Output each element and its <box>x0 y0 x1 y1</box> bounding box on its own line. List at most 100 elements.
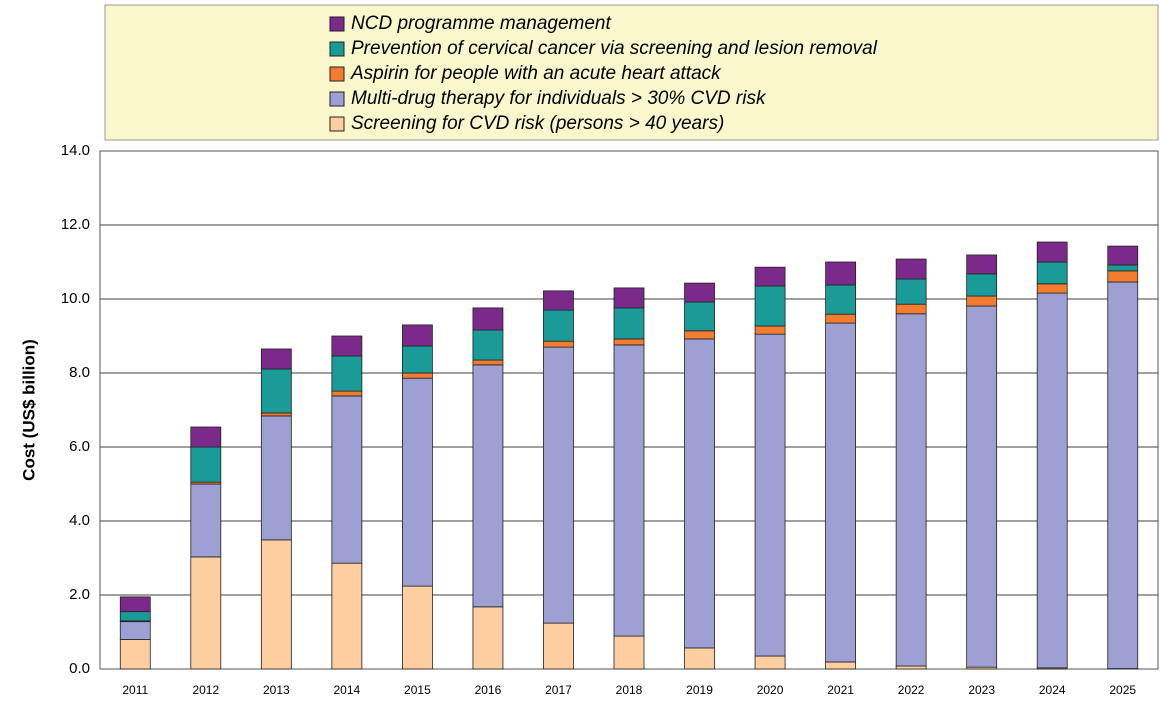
y-axis-label: Cost (US$ billion) <box>19 339 38 481</box>
bar-segment <box>260 412 292 417</box>
bar-segment <box>966 295 998 307</box>
bar-segment <box>613 338 645 346</box>
bar-segment <box>260 539 292 670</box>
x-tick-label: 2014 <box>334 683 361 697</box>
bar-segment <box>895 258 927 280</box>
x-tick-label: 2024 <box>1039 683 1066 697</box>
bar-segment <box>966 273 998 297</box>
legend-swatch <box>329 41 345 57</box>
legend-swatch <box>329 116 345 132</box>
bar-segment <box>119 639 151 670</box>
bar-segment <box>119 596 151 613</box>
y-tick-label: 2.0 <box>69 586 90 603</box>
bar-segment <box>190 483 222 558</box>
bar-segment <box>825 313 856 324</box>
bar-segment <box>472 329 504 361</box>
bar-segment <box>1107 245 1139 266</box>
bar-segment <box>260 368 292 414</box>
bar-segment <box>543 340 574 348</box>
bar-segment <box>119 611 151 622</box>
x-tick-label: 2021 <box>827 683 854 697</box>
bar-segment <box>754 655 786 670</box>
x-tick-label: 2016 <box>475 683 502 697</box>
bar-segment <box>401 585 433 670</box>
bar-segment <box>401 345 433 374</box>
bar-segment <box>684 647 715 670</box>
bar-segment <box>684 282 715 303</box>
y-tick-label: 12.0 <box>61 216 90 233</box>
legend-label: Aspirin for people with an acute heart a… <box>350 63 722 84</box>
bar-segment <box>260 415 292 541</box>
bar-segment <box>1107 281 1139 670</box>
bar-segment <box>684 338 715 649</box>
x-tick-label: 2011 <box>122 683 148 697</box>
legend-label: Multi-drug therapy for individuals > 30%… <box>351 88 767 109</box>
x-tick-label: 2015 <box>404 683 431 697</box>
bar-segment <box>825 261 856 286</box>
bar-segment <box>1036 261 1068 285</box>
bar-segment <box>543 290 574 311</box>
x-tick-label: 2023 <box>968 683 995 697</box>
bar-segment <box>190 446 222 483</box>
bar-segment <box>895 665 927 670</box>
bar-segment <box>401 377 433 587</box>
bar-segment <box>543 346 574 624</box>
y-tick-label: 8.0 <box>69 364 90 381</box>
bar-segment <box>1036 292 1068 669</box>
legend-label: Prevention of cervical cancer via screen… <box>351 38 878 59</box>
x-tick-label: 2018 <box>616 683 643 697</box>
bar-segment <box>895 278 927 305</box>
y-tick-label: 6.0 <box>69 438 90 455</box>
bar-segment <box>401 372 433 379</box>
bar-segment <box>472 364 504 608</box>
bar-segment <box>331 355 363 392</box>
bar-segment <box>472 307 504 331</box>
bar-segment <box>613 344 645 637</box>
x-tick-label: 2012 <box>192 683 219 697</box>
bar-segment <box>1107 270 1139 283</box>
bar-segment <box>825 322 856 663</box>
bar-segment <box>119 621 151 640</box>
bar-segment <box>613 635 645 670</box>
bar-segment <box>543 309 574 342</box>
legend-box <box>104 4 1159 141</box>
bar-segment <box>825 661 856 670</box>
legend-swatch <box>329 91 345 107</box>
bar-segment <box>472 606 504 670</box>
x-tick-label: 2019 <box>686 683 713 697</box>
x-tick-label: 2025 <box>1109 683 1136 697</box>
bar-segment <box>1036 283 1068 294</box>
y-tick-label: 14.0 <box>61 142 90 159</box>
bar-segment <box>895 303 927 315</box>
bar-segment <box>613 287 645 309</box>
bar-segment <box>331 390 363 397</box>
bar-segment <box>190 426 222 448</box>
bar-segment <box>895 313 927 667</box>
bar-segment <box>401 324 433 347</box>
y-tick-label: 10.0 <box>61 290 90 307</box>
legend-label: Screening for CVD risk (persons > 40 yea… <box>351 113 724 134</box>
bar-segment <box>1036 241 1068 263</box>
bar-segment <box>754 285 786 327</box>
bar-segment <box>190 556 222 670</box>
x-tick-label: 2022 <box>898 683 925 697</box>
y-tick-label: 4.0 <box>69 512 90 529</box>
bar-segment <box>331 395 363 564</box>
bar-segment <box>754 325 786 335</box>
bar-segment <box>260 348 292 370</box>
bar-segment <box>966 254 998 275</box>
legend-label: NCD programme management <box>351 13 611 34</box>
legend-swatch <box>329 16 345 32</box>
bar-segment <box>331 335 363 357</box>
bar-segment <box>1107 264 1139 272</box>
bar-segment <box>472 359 504 366</box>
bar-segment <box>754 333 786 657</box>
bar-segment <box>966 305 998 668</box>
x-tick-label: 2020 <box>757 683 784 697</box>
bar-segment <box>754 266 786 287</box>
x-tick-label: 2013 <box>263 683 290 697</box>
bar-segment <box>331 562 363 670</box>
bar-segment <box>684 330 715 340</box>
x-tick-label: 2017 <box>545 683 572 697</box>
